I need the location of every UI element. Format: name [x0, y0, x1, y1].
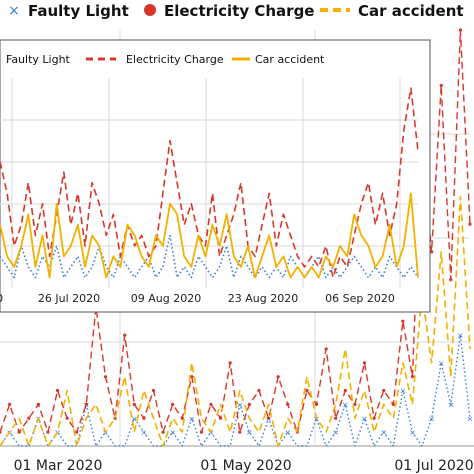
main-chart-point-electricity-charge [334, 416, 338, 420]
main-chart-point-electricity-charge [27, 416, 31, 420]
inset-series-lines [0, 87, 419, 279]
main-chart-point-electricity-charge [161, 430, 165, 434]
main-chart-point-electricity-charge [142, 416, 146, 420]
main-chart-point-electricity-charge [180, 416, 184, 420]
inset-legend: Faulty Light Electricity Charge Car accide… [6, 53, 325, 66]
main-chart-point-faulty-light: × [131, 414, 138, 423]
main-chart-point-electricity-charge [353, 402, 357, 406]
inset-chart-series-car-accident [0, 192, 419, 279]
main-chart-point-electricity-charge [391, 402, 395, 406]
main-x-ticks: 01 Mar 2020 01 May 2020 01 Jul 2020 [14, 458, 474, 474]
main-chart-point-electricity-charge [209, 402, 213, 406]
main-chart-point-electricity-charge [372, 416, 376, 420]
main-chart-point-electricity-charge [266, 416, 271, 420]
main-chart-point-faulty-light: × [284, 428, 291, 437]
inset-legend-label-car-accident: Car accident [255, 53, 325, 66]
main-chart-point-faulty-light: × [188, 414, 195, 423]
main-chart-point-faulty-light: × [236, 400, 243, 409]
main-chart-point-electricity-charge [458, 28, 463, 32]
main-chart-point-electricity-charge [75, 430, 79, 434]
legend-marker-electricity-charge [144, 4, 156, 16]
inset-chart-series-faulty-light [0, 234, 419, 279]
main-chart-point-electricity-charge [238, 430, 242, 434]
main-chart-x-tick-label: 01 Mar 2020 [14, 458, 103, 474]
main-chart-point-electricity-charge [190, 375, 194, 379]
main-chart-point-faulty-light: × [457, 331, 464, 340]
main-chart-point-electricity-charge [36, 402, 40, 406]
main-chart-point-electricity-charge [305, 388, 309, 393]
main-chart-point-faulty-light: × [361, 414, 368, 423]
main-chart-point-electricity-charge [46, 430, 50, 434]
main-chart-point-faulty-light: × [342, 400, 349, 409]
main-chart-point-faulty-light: × [409, 428, 416, 437]
main-chart-point-electricity-charge [439, 83, 443, 88]
main-chart-point-faulty-light: × [332, 428, 339, 437]
main-chart-point-electricity-charge [0, 430, 2, 434]
main-legend: × Faulty Light Electricity Charge Car accid… [8, 2, 463, 20]
inset-chart-series-electricity-charge [0, 87, 419, 279]
inset-x-ticks: 12 Jul 2020 26 Jul 2020 09 Aug 2020 23 Aug … [0, 292, 395, 305]
main-chart-point-electricity-charge [151, 388, 156, 393]
main-chart-point-faulty-light: × [467, 414, 474, 423]
main-chart-point-faulty-light: × [447, 400, 454, 409]
main-chart-point-electricity-charge [199, 430, 204, 434]
main-chart-point-electricity-charge [132, 402, 136, 406]
main-chart-point-electricity-charge [219, 416, 223, 420]
legend-label-electricity-charge: Electricity Charge [164, 2, 314, 20]
main-chart-point-faulty-light: × [141, 428, 148, 437]
main-chart-point-electricity-charge [65, 416, 69, 420]
main-chart-point-electricity-charge [382, 388, 386, 393]
main-chart-point-electricity-charge [123, 333, 127, 337]
inset-chart-x-tick-label: 09 Aug 2020 [131, 292, 201, 305]
main-chart-point-electricity-charge [362, 361, 367, 365]
main-chart-point-electricity-charge [171, 402, 175, 406]
main-chart-point-faulty-light: × [400, 387, 407, 396]
legend-label-car-accident: Car accident [358, 2, 464, 20]
main-chart-point-electricity-charge [17, 430, 21, 434]
main-chart-point-faulty-light: × [428, 414, 435, 423]
main-chart-point-electricity-charge [257, 388, 261, 393]
main-chart-point-electricity-charge [276, 375, 280, 379]
main-chart-point-electricity-charge [84, 402, 88, 406]
inset-chart-x-tick-label: 23 Aug 2020 [228, 292, 298, 305]
main-chart-x-tick-label: 01 May 2020 [200, 458, 291, 474]
main-chart-point-electricity-charge [468, 222, 472, 226]
main-chart-point-faulty-light: × [246, 428, 253, 437]
main-chart-point-electricity-charge [314, 402, 319, 406]
inset-legend-label-electricity-charge: Electricity Charge [126, 53, 224, 66]
main-chart-point-electricity-charge [401, 319, 405, 323]
main-chart-point-electricity-charge [286, 402, 290, 406]
inset-frame [0, 39, 431, 313]
main-chart-x-tick-label: 01 Jul 2020 [394, 458, 473, 474]
main-chart-series-car-accident [0, 195, 471, 447]
main-chart-point-electricity-charge [55, 388, 60, 393]
inset-chart-x-tick-label: 06 Sep 2020 [325, 292, 395, 305]
main-chart-point-faulty-light: × [438, 359, 445, 368]
inset-legend-label-faulty-light: Faulty Light [6, 53, 71, 66]
main-chart-point-electricity-charge [247, 402, 251, 406]
legend-label-faulty-light: Faulty Light [28, 2, 129, 20]
inset-chart: 12 Jul 2020 26 Jul 2020 09 Aug 2020 23 Aug … [0, 39, 431, 313]
inset-chart-x-tick-label: 12 Jul 2020 [0, 292, 3, 305]
inset-chart-x-tick-label: 26 Jul 2020 [38, 292, 100, 305]
main-chart-point-electricity-charge [324, 347, 328, 351]
main-chart-point-faulty-light: × [169, 428, 176, 437]
main-chart-series-electricity-charge [0, 29, 471, 433]
main-chart-point-electricity-charge [103, 375, 108, 379]
main-chart-point-electricity-charge [449, 278, 453, 282]
main-chart-point-electricity-charge [430, 250, 434, 254]
main-chart-point-electricity-charge [7, 402, 12, 406]
main-chart-point-faulty-light: × [380, 428, 387, 437]
main-series-lines: ×××××××××××××××××××××××××× [0, 28, 474, 447]
main-chart-point-electricity-charge [228, 361, 232, 365]
main-chart-point-electricity-charge [410, 375, 415, 379]
main-chart-point-electricity-charge [343, 388, 347, 393]
legend-marker-faulty-light: × [8, 3, 20, 19]
